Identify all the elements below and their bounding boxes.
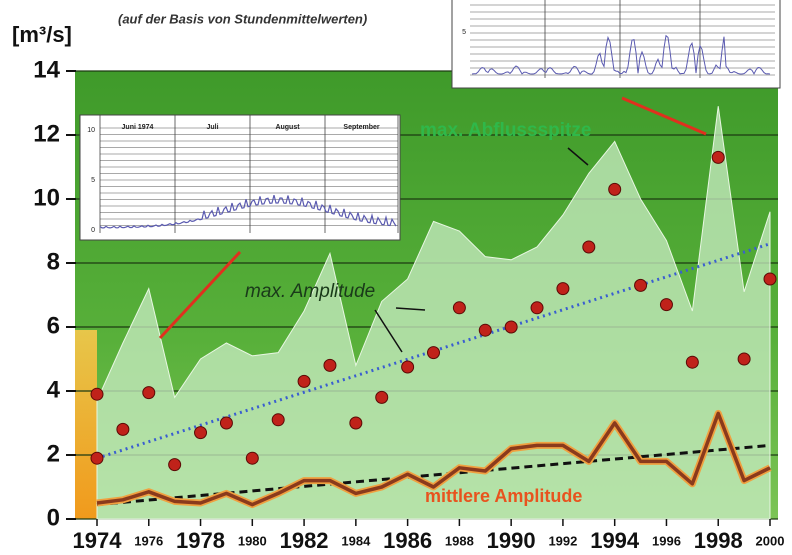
inset-tick: 5 [91, 177, 95, 184]
point [504, 320, 518, 334]
point [90, 387, 104, 401]
y-tick-label: 6 [47, 312, 60, 339]
y-tick-label: 8 [47, 248, 60, 275]
area [96, 106, 771, 520]
x-tick-label: 1978 [176, 528, 225, 553]
x-tick-label: 1996 [652, 533, 681, 548]
inset-tick: 10 [87, 127, 95, 134]
point [219, 416, 233, 430]
x-tick-label: 1976 [134, 533, 163, 548]
y-tick-label: 12 [33, 120, 60, 147]
inset-connector [621, 96, 707, 136]
point [556, 282, 570, 296]
point [116, 422, 130, 436]
trend-line [96, 443, 771, 507]
annotation-mean: mittlere Amplitude [425, 486, 582, 506]
point [323, 358, 337, 372]
point [401, 360, 415, 374]
pointer [374, 309, 403, 353]
point [194, 426, 208, 440]
point [271, 413, 285, 427]
point [427, 346, 440, 360]
inset-frame [451, 0, 781, 89]
point [245, 451, 259, 465]
point [452, 301, 466, 315]
x-tick-label: 1982 [280, 528, 329, 553]
inset-month: September [343, 124, 379, 131]
x-tick-label: 1990 [487, 528, 536, 553]
inset-curve [471, 34, 771, 75]
y-axis-label: [m³/s] [12, 22, 72, 47]
y-tick-label: 2 [47, 440, 60, 467]
point [297, 374, 311, 388]
point [634, 278, 648, 292]
x-tick-label: 1980 [238, 533, 267, 548]
x-tick-label: 2000 [756, 533, 785, 548]
x-tick-label: 1994 [590, 528, 640, 553]
y-tick-label: 10 [33, 184, 60, 211]
x-tick-label: 1992 [548, 533, 577, 548]
annotation-peak: max. Abflussspitze [420, 120, 591, 141]
point [375, 390, 389, 404]
point [142, 386, 156, 400]
inset-connector [158, 250, 242, 340]
point [349, 416, 363, 430]
point [168, 458, 182, 472]
inset-month: Juni 1974 [122, 124, 154, 131]
point [478, 323, 492, 337]
x-tick-label: 1986 [383, 528, 432, 553]
point [685, 355, 699, 369]
point [763, 272, 777, 286]
line [96, 411, 771, 507]
point [90, 451, 104, 465]
inset-month: Juli [206, 124, 218, 131]
point [737, 352, 751, 366]
inset-curve [99, 194, 397, 229]
inset-frame [79, 114, 401, 241]
pointer [395, 307, 426, 311]
inset-tick: 0 [91, 227, 95, 234]
point [608, 182, 622, 196]
x-tick-label: 1974 [73, 528, 123, 553]
x-tick-label: 1998 [694, 528, 743, 553]
point [530, 301, 544, 315]
y-tick-label: 0 [47, 504, 60, 531]
inset-month: August [275, 124, 300, 131]
plot-edge [75, 330, 97, 519]
y-tick-label: 4 [47, 376, 61, 403]
x-tick-label: 1984 [341, 533, 371, 548]
inset-tick: 5 [462, 29, 466, 36]
inset: 5 [451, 0, 781, 89]
inset: Juni 1974 Juli August September 10 5 0 [79, 114, 401, 241]
point [711, 150, 725, 164]
pointer [567, 147, 589, 166]
y-tick-label: 14 [33, 56, 60, 83]
point [659, 298, 673, 312]
trend-line [96, 242, 771, 460]
x-tick-label: 1988 [445, 533, 474, 548]
subtitle: (auf der Basis von Stundenmittelwerten) [118, 11, 367, 26]
point [582, 240, 596, 254]
annotation-amplitude: max. Amplitude [245, 281, 375, 302]
